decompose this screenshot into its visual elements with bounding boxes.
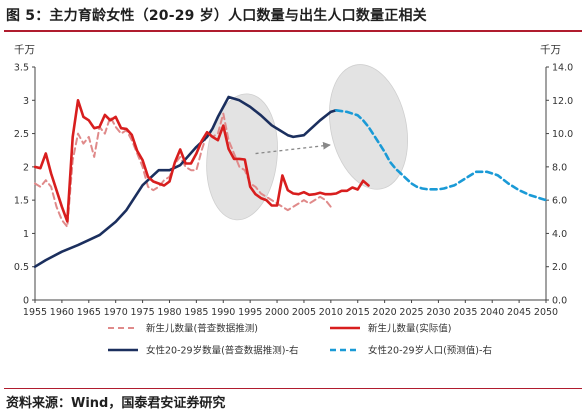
- x-tick-label: 1955: [23, 307, 47, 318]
- left-tick-label: 3: [23, 96, 29, 107]
- legend-label-2: 新生儿数量(实际值): [368, 323, 451, 335]
- legend-label-4: 女性20-29岁人口(预测值)-右: [368, 345, 492, 357]
- highlight-ellipse-2: [328, 64, 409, 190]
- x-tick-label: 2040: [480, 307, 504, 318]
- right-tick-label: 12.0: [552, 96, 573, 107]
- x-tick-label: 2020: [373, 307, 397, 318]
- x-tick-label: 1960: [50, 307, 74, 318]
- left-axis-unit: 千万: [14, 44, 35, 56]
- legend: 新生儿数量(普查数据推测) 新生儿数量(实际值) 女性20-29岁数量(普查数据推测…: [108, 323, 492, 357]
- series-line-1: [34, 112, 332, 228]
- x-tick-label: 1975: [130, 307, 154, 318]
- x-tick-label: 2035: [453, 307, 477, 318]
- x-tick-label: 2000: [265, 307, 289, 318]
- x-tick-label: 2045: [507, 307, 531, 318]
- right-axis-unit: 千万: [540, 44, 561, 56]
- left-tick-label: 0.5: [14, 262, 29, 273]
- x-tick-label: 2005: [292, 307, 316, 318]
- x-tick-label: 2015: [346, 307, 370, 318]
- left-tick-label: 0: [23, 296, 29, 307]
- right-tick-label: 14.0: [552, 63, 573, 74]
- x-tick-label: 1970: [104, 307, 128, 318]
- series-line-4: [334, 109, 548, 202]
- x-tick-label: 1985: [184, 307, 208, 318]
- x-tick-label: 1980: [157, 307, 181, 318]
- right-tick-label: 6.0: [552, 196, 567, 207]
- series-layer: [33, 95, 548, 269]
- x-tick-label: 2050: [534, 307, 558, 318]
- axes: 千万 千万 0 0.5 1 1.5 2 2.5 3 3.5 0.0 2.0 4.0 6.0 8.0 10.0 1…: [14, 44, 573, 318]
- x-tick-label: 1965: [77, 307, 101, 318]
- right-tick-label: 4.0: [552, 229, 567, 240]
- x-tick-label: 2010: [319, 307, 343, 318]
- x-tick-label: 1990: [211, 307, 235, 318]
- right-tick-label: 0.0: [552, 296, 567, 307]
- x-tick-label: 2025: [399, 307, 423, 318]
- legend-label-1: 新生儿数量(普查数据推测): [146, 323, 258, 335]
- series-line-2: [33, 99, 370, 223]
- x-tick-label: 1995: [238, 307, 262, 318]
- left-tick-label: 2.5: [14, 129, 29, 140]
- left-tick-label: 2: [23, 162, 29, 173]
- series-line-3: [33, 95, 338, 269]
- left-tick-label: 1: [23, 229, 29, 240]
- annotation-layer: [206, 64, 409, 221]
- right-tick-label: 8.0: [552, 162, 567, 173]
- trend-arrow: [255, 141, 331, 155]
- figure-title: 图 5：主力育龄女性（20-29 岁）人口数量与出生人口数量正相关: [6, 8, 427, 24]
- title-divider: [4, 30, 582, 32]
- source-divider: [4, 388, 582, 389]
- right-tick-label: 2.0: [552, 262, 567, 273]
- right-tick-label: 10.0: [552, 129, 573, 140]
- x-tick-label: 2030: [426, 307, 450, 318]
- source-note: 资料来源：Wind，国泰君安证券研究: [6, 396, 226, 411]
- left-tick-label: 3.5: [14, 63, 29, 74]
- left-tick-label: 1.5: [14, 196, 29, 207]
- legend-label-3: 女性20-29岁数量(普查数据推测)-右: [146, 345, 298, 357]
